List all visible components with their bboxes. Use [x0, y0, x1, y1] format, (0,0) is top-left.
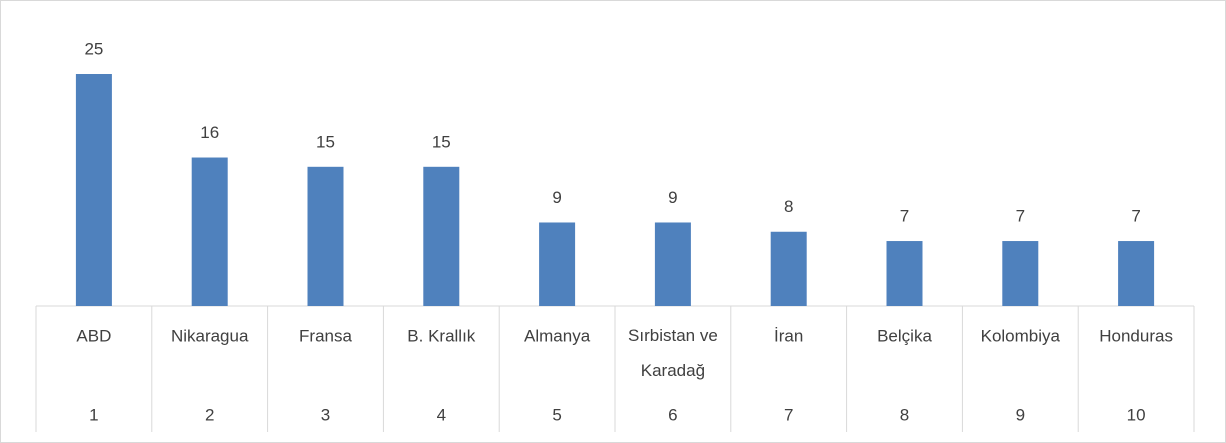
x-tick-label: Belçika	[877, 326, 932, 345]
rank-label: 9	[1016, 405, 1025, 424]
bar	[886, 241, 923, 306]
bar	[1118, 241, 1155, 306]
x-tick-label: Nikaragua	[171, 326, 249, 345]
x-tick-label: İran	[774, 326, 803, 345]
rank-label: 10	[1127, 405, 1146, 424]
data-label: 8	[784, 197, 793, 216]
rank-label: 6	[668, 405, 677, 424]
bar	[307, 166, 344, 306]
x-tick-label: Almanya	[524, 326, 591, 345]
data-label: 7	[1131, 207, 1140, 226]
rank-label: 7	[784, 405, 793, 424]
x-tick-label: Fransa	[299, 326, 352, 345]
bar	[1002, 241, 1039, 306]
bar	[423, 166, 460, 306]
bar	[539, 222, 576, 306]
rank-label: 2	[205, 405, 214, 424]
x-tick-label: B. Krallık	[407, 326, 476, 345]
rank-label: 4	[437, 405, 446, 424]
bar	[75, 74, 112, 306]
x-tick-label: Honduras	[1099, 326, 1173, 345]
data-label: 15	[432, 132, 451, 151]
rank-label: 5	[552, 405, 561, 424]
bar	[191, 157, 228, 306]
data-label: 9	[668, 188, 677, 207]
rank-label: 1	[89, 405, 98, 424]
data-label: 25	[84, 39, 103, 58]
x-tick-label: Sırbistan ve Karadağ	[628, 326, 718, 380]
data-label: 7	[1016, 207, 1025, 226]
x-tick-label: ABD	[76, 326, 111, 345]
rank-label: 8	[900, 405, 909, 424]
data-label: 16	[200, 123, 219, 142]
rank-label: 3	[321, 405, 330, 424]
data-label: 7	[900, 207, 909, 226]
x-tick-label: Kolombiya	[981, 326, 1061, 345]
bar	[770, 231, 807, 306]
bar	[654, 222, 691, 306]
data-label: 9	[552, 188, 561, 207]
data-label: 15	[316, 132, 335, 151]
